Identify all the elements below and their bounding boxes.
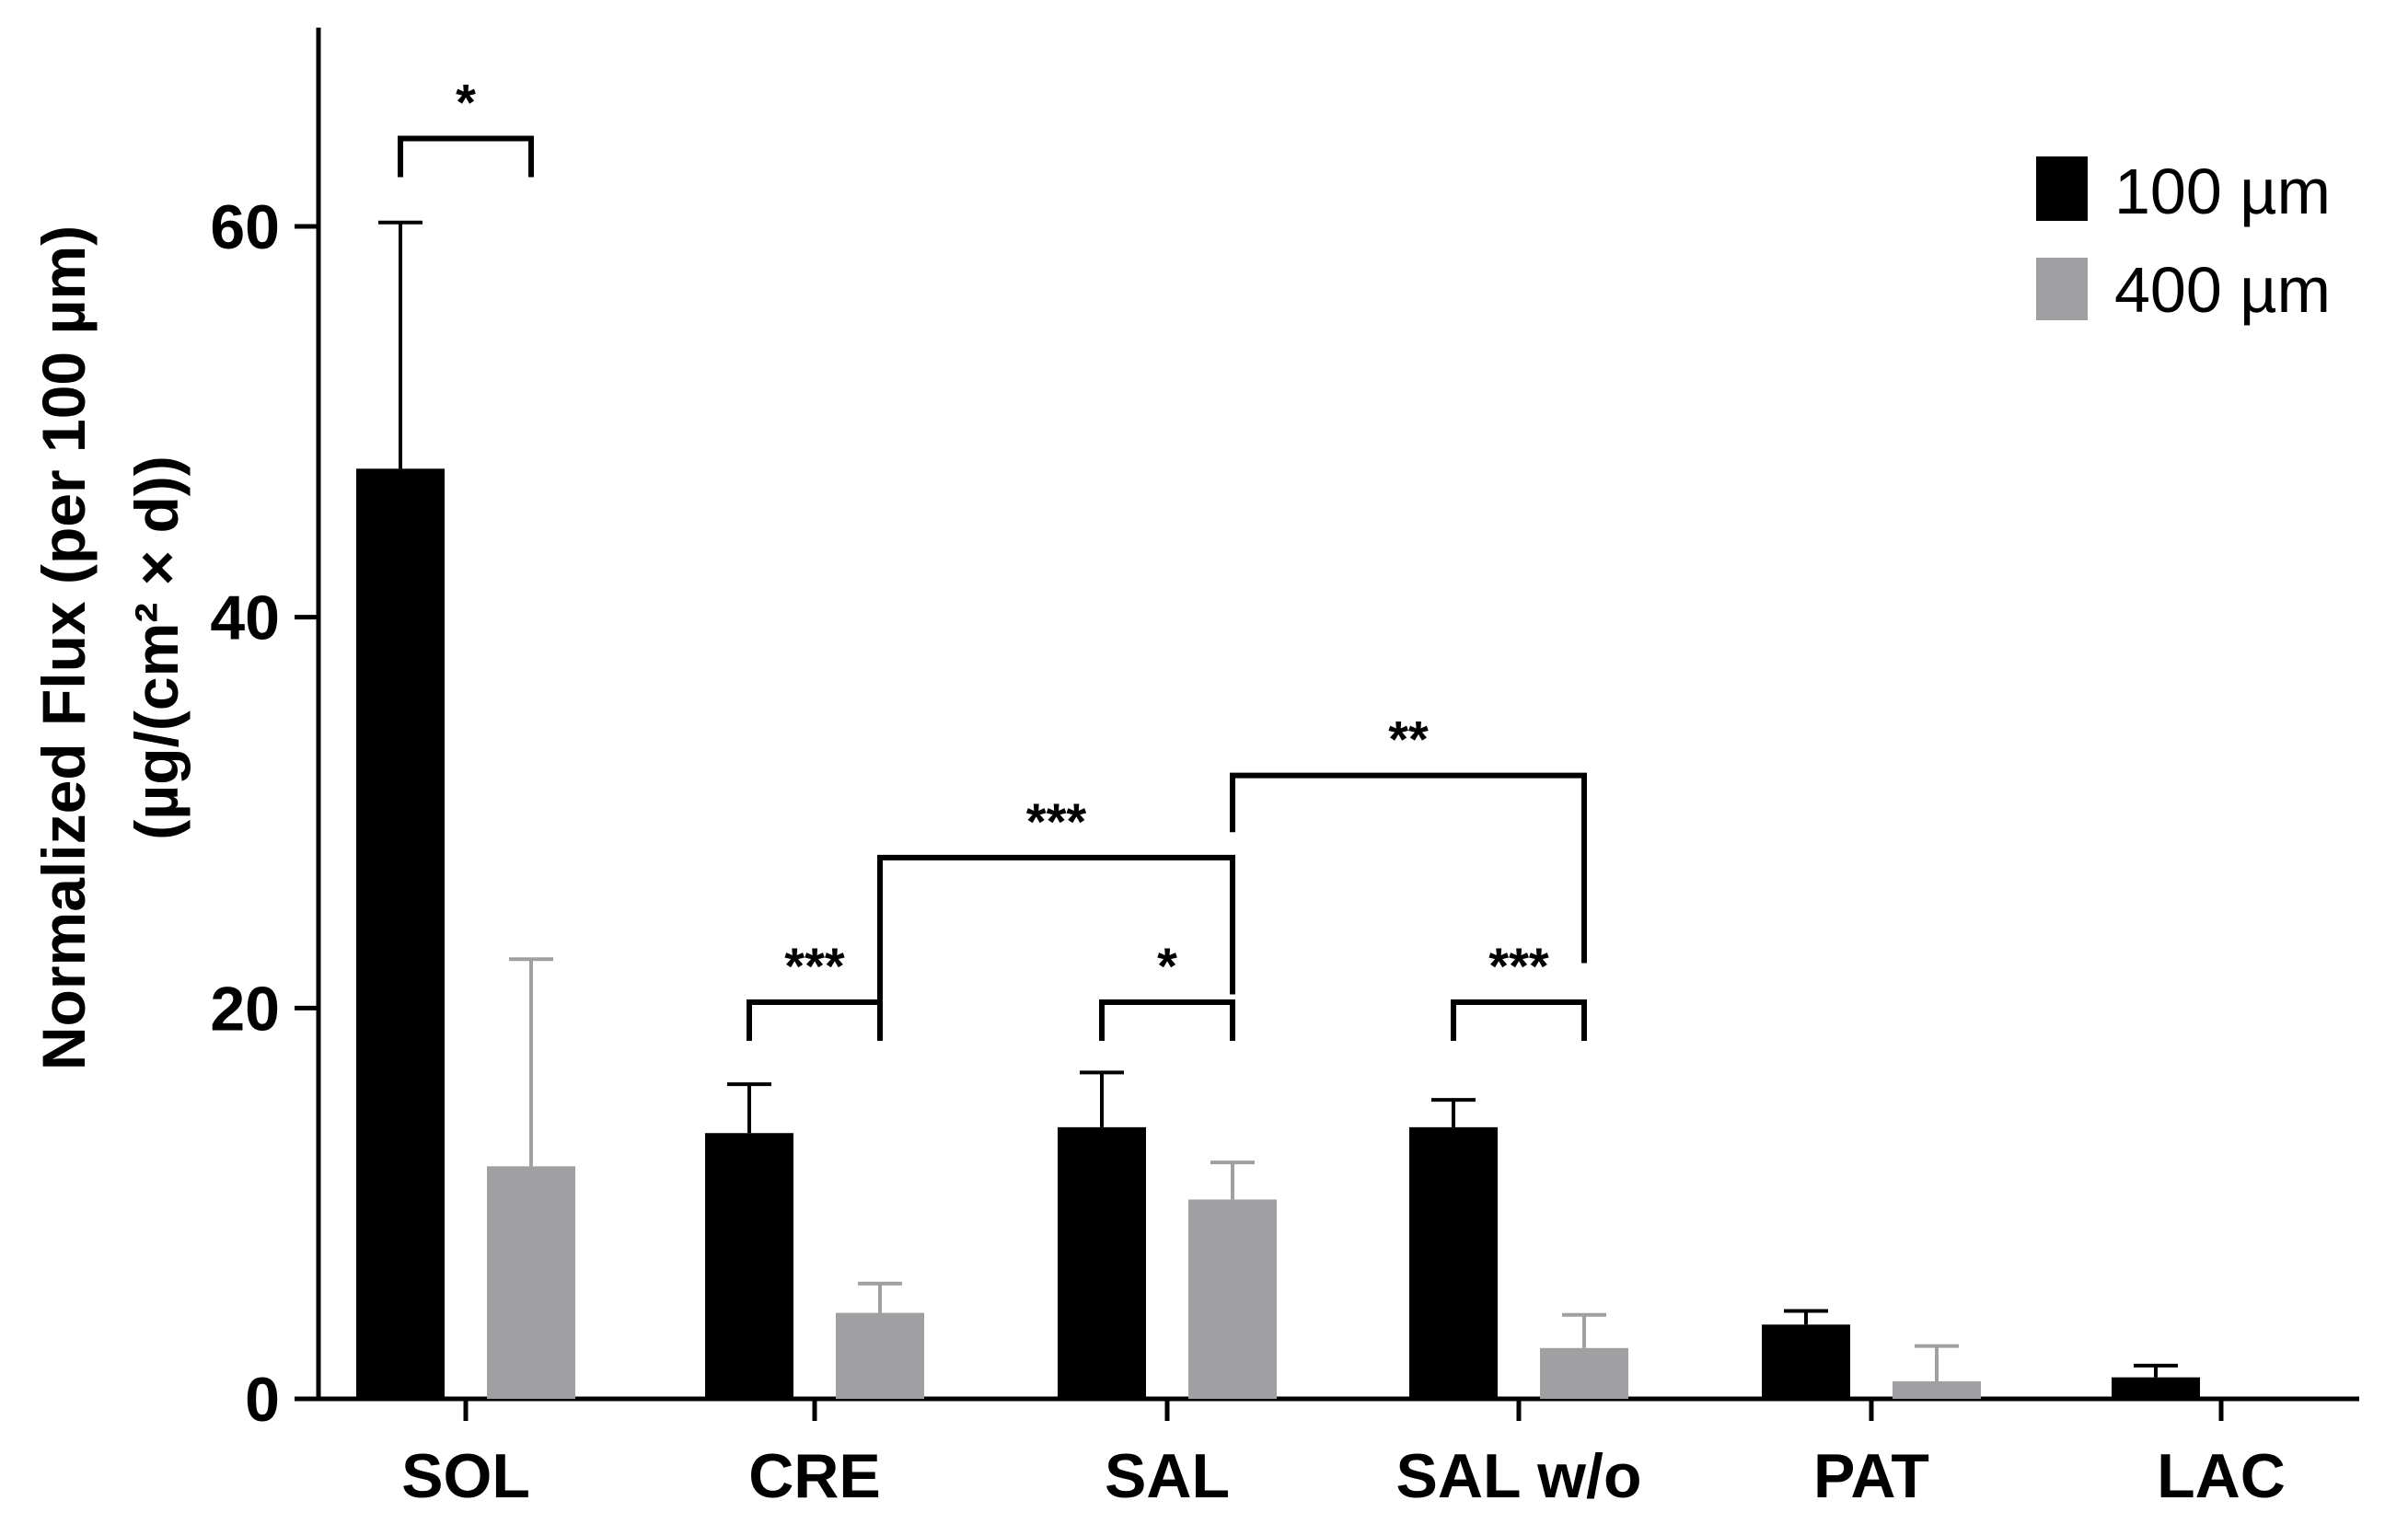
y-axis-title: Normalized Flux (per 100 µm) (µg/(cm² × … [29, 225, 191, 1070]
significance-label: * [1157, 937, 1177, 995]
bracket-line [1230, 772, 1587, 964]
significance-bracket-5: *** [877, 792, 1235, 1002]
error-bar-sal-w-o-400um [1562, 1312, 1606, 1348]
bar-cre-100um [705, 1133, 793, 1399]
x-tick-label-cre: CRE [748, 1441, 881, 1511]
bar-pat-100um [1762, 1324, 1850, 1399]
significance-label: * [456, 73, 476, 131]
bracket-line [398, 135, 534, 178]
error-bar-sal-w-o-100um [1431, 1098, 1476, 1127]
significance-label: ** [1388, 710, 1429, 768]
error-bar-sal-400um [1210, 1160, 1255, 1200]
error-bar-sol-100um [378, 220, 423, 469]
y-axis-title-line1: Normalized Flux (per 100 µm) [29, 225, 98, 1070]
bar-lac-100um [2112, 1377, 2200, 1399]
significance-label: *** [1026, 792, 1087, 850]
bracket-line [1451, 999, 1587, 1041]
x-tick-label-sal-w-o: SAL w/o [1396, 1441, 1642, 1511]
bar-sal-400um [1188, 1199, 1277, 1399]
bar-cre-400um [836, 1312, 924, 1399]
y-tick-label-0: 0 [245, 1365, 280, 1435]
y-tick-label-40: 40 [210, 583, 280, 653]
legend-swatch-400um [2036, 258, 2088, 320]
y-axis-title-line2: (µg/(cm² × d)) [122, 456, 191, 840]
y-tick-label-20: 20 [210, 974, 280, 1044]
significance-bracket-3: * [1099, 937, 1235, 1041]
legend-swatch-100um [2036, 156, 2088, 221]
bar-sal-w-o-100um [1409, 1126, 1498, 1399]
x-tick-label-sol: SOL [401, 1441, 530, 1511]
axes [295, 28, 2359, 1421]
tick-labels: 0 20 40 60 SOL CRE SAL SAL w/o PAT LAC [210, 192, 2286, 1511]
bars [356, 468, 2200, 1399]
error-bar-pat-100um [1784, 1309, 1828, 1325]
x-tick-label-lac: LAC [2157, 1441, 2286, 1511]
significance-bracket-6: ** [1230, 710, 1587, 964]
error-bars [378, 220, 2178, 1381]
bar-sal-100um [1058, 1126, 1146, 1399]
bracket-line [1099, 999, 1235, 1041]
significance-brackets: **** * ******** [398, 73, 1587, 1041]
significance-bracket-4: *** [1451, 937, 1587, 1041]
error-bar-sal-100um [1080, 1070, 1124, 1127]
bar-sol-100um [356, 468, 445, 1399]
significance-bracket-2: *** [747, 937, 883, 1041]
y-tick-label-60: 60 [210, 192, 280, 262]
bracket-line [877, 854, 1235, 1002]
error-bar-cre-100um [727, 1082, 771, 1134]
significance-bracket-1: * [398, 73, 534, 178]
error-bar-cre-400um [858, 1281, 902, 1313]
significance-label: *** [1488, 937, 1549, 995]
significance-label: *** [784, 937, 845, 995]
x-tick-label-sal: SAL [1105, 1441, 1230, 1511]
error-bar-sol-400um [509, 957, 553, 1167]
x-tick-label-pat: PAT [1813, 1441, 1929, 1511]
error-bar-pat-400um [1915, 1344, 1959, 1381]
bar-sol-400um [487, 1166, 575, 1399]
legend: 100 µm 400 µm [2036, 156, 2331, 326]
bar-sal-w-o-400um [1540, 1347, 1628, 1399]
legend-label-400um: 400 µm [2114, 254, 2331, 326]
legend-label-100um: 100 µm [2114, 156, 2331, 227]
bar-pat-400um [1893, 1380, 1981, 1399]
error-bar-lac-100um [2134, 1363, 2178, 1378]
bracket-line [747, 999, 883, 1041]
